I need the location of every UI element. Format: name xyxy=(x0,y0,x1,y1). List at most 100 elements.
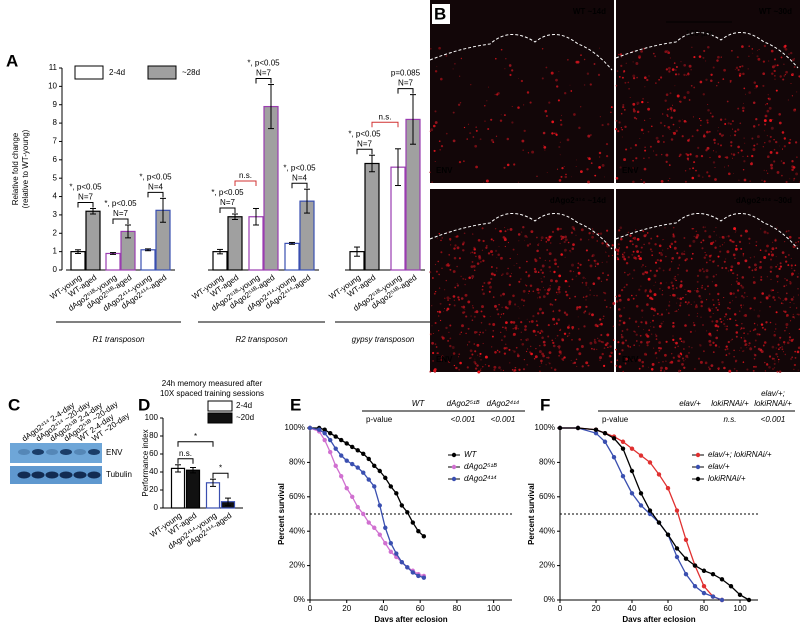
speckle xyxy=(484,105,486,107)
speckle xyxy=(587,364,590,367)
speckle xyxy=(736,289,740,292)
speckle xyxy=(651,298,654,301)
speckle xyxy=(659,314,661,316)
speckle xyxy=(742,361,745,363)
speckle xyxy=(691,228,693,230)
p-value: <0.001 xyxy=(451,415,476,424)
speckle xyxy=(625,62,627,64)
speckle xyxy=(685,257,689,261)
speckle xyxy=(668,301,671,303)
speckle xyxy=(672,325,675,328)
speckle xyxy=(596,240,598,242)
speckle xyxy=(542,354,545,358)
data-point xyxy=(674,554,680,560)
scale-bar-label: 100 µm xyxy=(686,29,713,38)
speckle xyxy=(527,274,531,277)
speckle xyxy=(632,250,635,253)
speckle xyxy=(599,116,601,118)
speckle xyxy=(744,343,748,346)
speckle xyxy=(529,101,532,104)
speckle xyxy=(622,105,625,109)
speckle xyxy=(616,359,619,362)
speckle xyxy=(504,68,506,70)
speckle xyxy=(474,367,478,370)
speckle xyxy=(732,253,736,257)
speckle xyxy=(740,284,743,287)
speckle xyxy=(712,275,715,278)
speckle xyxy=(606,333,610,337)
speckle xyxy=(653,285,655,286)
speckle xyxy=(470,315,472,317)
speckle xyxy=(775,89,778,92)
speckle xyxy=(586,168,589,171)
speckle xyxy=(575,275,577,277)
speckle xyxy=(638,358,642,362)
speckle xyxy=(699,344,702,347)
speckle xyxy=(779,262,782,265)
speckle xyxy=(431,325,433,327)
speckle xyxy=(593,295,595,297)
speckle xyxy=(621,129,623,131)
y-tick-label: 4 xyxy=(53,192,58,201)
speckle xyxy=(620,56,623,58)
speckle xyxy=(549,270,552,273)
y-tick-label: 60% xyxy=(539,492,555,501)
speckle xyxy=(517,353,519,355)
speckle xyxy=(745,93,746,95)
speckle xyxy=(640,340,643,344)
speckle xyxy=(789,138,792,141)
speckle xyxy=(763,119,767,123)
speckle xyxy=(768,294,771,297)
speckle xyxy=(737,261,740,265)
speckle xyxy=(541,352,544,356)
speckle xyxy=(681,363,684,366)
speckle xyxy=(619,299,621,301)
speckle xyxy=(461,243,465,246)
speckle xyxy=(671,68,675,71)
speckle xyxy=(473,315,476,318)
speckle xyxy=(499,256,503,260)
speckle xyxy=(696,280,699,283)
speckle xyxy=(525,271,528,274)
table-header: WT xyxy=(412,399,426,408)
speckle xyxy=(673,341,675,343)
speckle xyxy=(660,179,664,183)
speckle xyxy=(478,256,482,260)
speckle xyxy=(712,66,715,69)
speckle xyxy=(658,349,661,352)
speckle xyxy=(634,320,638,323)
speckle xyxy=(441,267,443,269)
speckle xyxy=(627,274,629,276)
speckle xyxy=(719,245,721,247)
data-point xyxy=(692,584,698,589)
speckle xyxy=(578,305,582,309)
data-point xyxy=(388,549,393,555)
speckle xyxy=(445,279,447,282)
speckle xyxy=(432,277,434,279)
speckle xyxy=(453,295,456,298)
speckle xyxy=(718,155,721,158)
speckle xyxy=(608,354,612,358)
speckle xyxy=(735,324,738,327)
speckle xyxy=(794,108,796,111)
speckle xyxy=(479,352,482,355)
speckle xyxy=(769,119,773,122)
speckle xyxy=(733,367,736,370)
speckle xyxy=(789,178,791,180)
speckle xyxy=(736,370,738,372)
speckle xyxy=(774,328,777,330)
speckle xyxy=(549,303,552,306)
speckle xyxy=(513,350,516,353)
speckle xyxy=(578,338,581,341)
speckle xyxy=(527,152,530,154)
speckle xyxy=(617,341,620,344)
speckle xyxy=(449,268,452,271)
speckle xyxy=(632,277,634,279)
speckle xyxy=(748,266,751,269)
speckle xyxy=(741,45,744,48)
speckle xyxy=(672,123,675,126)
significance-label: * xyxy=(219,463,222,472)
speckle xyxy=(524,240,526,242)
speckle xyxy=(537,244,539,246)
speckle xyxy=(729,81,732,83)
